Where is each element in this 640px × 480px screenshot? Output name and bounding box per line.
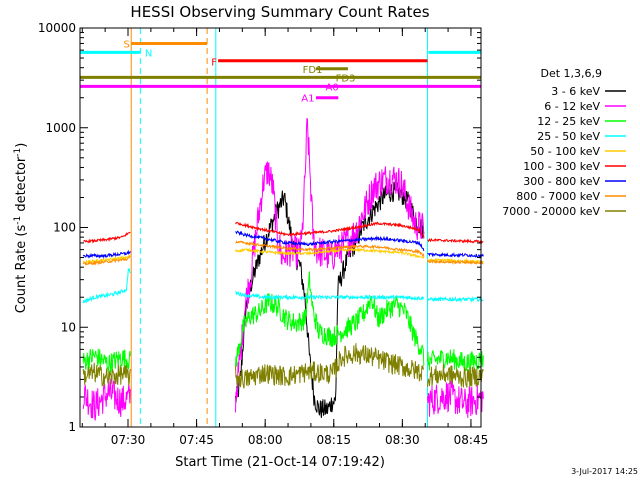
series-trace-8-1 (235, 343, 424, 389)
y-axis: 1 10 100 1000 10000 (38, 21, 481, 434)
data-series (82, 117, 484, 421)
flag-label-fd3: FD3 (336, 73, 356, 84)
series-trace-2-2 (427, 349, 484, 373)
series-trace-3-2 (427, 295, 484, 304)
series-trace-8-2 (427, 363, 484, 388)
series-trace-5-1 (235, 221, 425, 238)
legend: 3 - 6 keV 6 - 12 keV 12 - 25 keV 25 - 50 ke… (502, 85, 626, 218)
y-tick-label: 1000 (45, 121, 76, 135)
series-trace-2-1 (235, 271, 425, 367)
legend-label: 12 - 25 keV (537, 115, 600, 128)
y-tick-label: 1 (68, 420, 76, 434)
series-trace-6-2 (427, 251, 484, 259)
y-label-end: ) (14, 143, 29, 148)
legend-label: 6 - 12 keV (544, 100, 600, 113)
series-trace-3-0 (82, 268, 131, 304)
timestamp: 3-Jul-2017 14:25 (571, 467, 638, 476)
flag-label-a1: A1 (301, 94, 314, 105)
y-label-sup2: -1 (13, 148, 23, 157)
x-tick-label: 08:45 (454, 433, 489, 447)
x-tick-label: 08:30 (385, 433, 420, 447)
series-trace-0-0 (235, 181, 425, 418)
x-tick-label: 08:15 (316, 433, 351, 447)
legend-label: 100 - 300 keV (523, 160, 600, 173)
y-tick-label: 10 (61, 320, 76, 334)
flag-label-n: N (145, 48, 152, 59)
legend-label: 800 - 7000 keV (516, 190, 600, 203)
series-trace-8-0 (82, 362, 131, 387)
legend-label: 25 - 50 keV (537, 130, 600, 143)
series-trace-1-0 (82, 378, 131, 421)
series-trace-6-1 (235, 230, 425, 252)
legend-title: Det 1,3,6,9 (540, 67, 602, 80)
series-trace-4-1 (235, 246, 425, 259)
y-axis-label: Count Rate (s-1 detector-1) (13, 143, 29, 314)
x-tick-label: 07:30 (111, 433, 146, 447)
series-trace-3-1 (235, 290, 425, 302)
x-axis: 07:30 07:45 08:00 08:15 08:30 08:45 (81, 28, 489, 447)
y-tick-label: 100 (53, 221, 76, 235)
legend-label: 7000 - 20000 keV (502, 205, 600, 218)
series-trace-2-0 (82, 348, 131, 374)
y-label-main: Count Rate (s (14, 225, 29, 314)
flag-label-f: F (211, 58, 217, 69)
x-axis-label: Start Time (21-Oct-14 07:19:42) (175, 455, 385, 470)
legend-label: 300 - 800 keV (523, 175, 600, 188)
series-trace-1-2 (427, 380, 484, 418)
x-tick-label: 08:00 (248, 433, 283, 447)
series-trace-7-1 (235, 240, 425, 257)
series-trace-7-0 (82, 256, 131, 267)
series-trace-5-0 (83, 231, 131, 244)
y-label-sup1: -1 (13, 216, 23, 225)
flag-label-fd1: FD1 (303, 65, 323, 76)
series-trace-5-2 (427, 237, 484, 245)
series-trace-6-0 (82, 249, 131, 260)
x-tick-label: 07:45 (179, 433, 214, 447)
chart-title: HESSI Observing Summary Count Rates (130, 3, 429, 21)
y-tick-label: 10000 (38, 21, 76, 35)
legend-label: 50 - 100 keV (530, 145, 600, 158)
flag-label-a0: A0 (326, 82, 339, 93)
flag-bars (80, 41, 481, 100)
y-label-mid: detector (14, 156, 29, 216)
legend-label: 3 - 6 keV (551, 85, 600, 98)
flag-label-s: S (123, 39, 129, 50)
series-trace-7-2 (427, 259, 484, 265)
